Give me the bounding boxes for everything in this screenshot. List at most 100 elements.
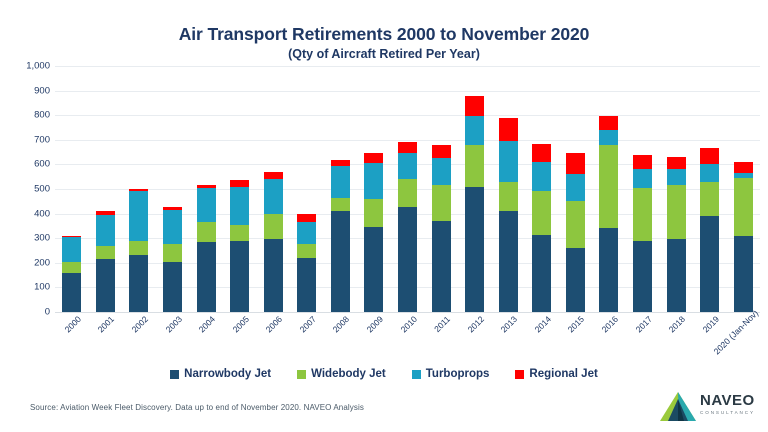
bar-segment-turboprops[interactable]	[465, 116, 485, 145]
stacked-bar[interactable]	[431, 144, 451, 312]
bar-segment-widebody-jet[interactable]	[666, 185, 686, 240]
bar-segment-regional-jet[interactable]	[599, 116, 619, 130]
bar-segment-turboprops[interactable]	[62, 236, 82, 262]
bar-segment-turboprops[interactable]	[330, 165, 350, 198]
stacked-bar[interactable]	[633, 154, 652, 312]
bar-segment-widebody-jet[interactable]	[163, 244, 182, 262]
bar-segment-narrowbody-jet[interactable]	[532, 234, 552, 312]
bar-segment-narrowbody-jet[interactable]	[263, 239, 283, 312]
bar-segment-regional-jet[interactable]	[230, 180, 250, 187]
bar-segment-narrowbody-jet[interactable]	[398, 207, 417, 312]
stacked-bar[interactable]	[398, 142, 417, 312]
bar-segment-widebody-jet[interactable]	[498, 181, 518, 212]
bar-segment-turboprops[interactable]	[364, 163, 384, 199]
bar-segment-regional-jet[interactable]	[532, 143, 552, 162]
bar-segment-widebody-jet[interactable]	[196, 222, 216, 242]
stacked-bar[interactable]	[263, 171, 283, 312]
bar-segment-regional-jet[interactable]	[633, 154, 652, 170]
bar-segment-turboprops[interactable]	[565, 174, 585, 202]
bar-segment-turboprops[interactable]	[431, 158, 451, 186]
bar-segment-widebody-jet[interactable]	[532, 191, 552, 235]
bar-segment-widebody-jet[interactable]	[733, 177, 753, 236]
bar-segment-widebody-jet[interactable]	[700, 181, 720, 217]
bar-segment-widebody-jet[interactable]	[129, 240, 149, 256]
bar-segment-narrowbody-jet[interactable]	[565, 248, 585, 312]
bar-segment-turboprops[interactable]	[532, 161, 552, 192]
stacked-bar[interactable]	[599, 116, 619, 312]
stacked-bar[interactable]	[666, 157, 686, 312]
bar-segment-turboprops[interactable]	[733, 173, 753, 178]
bar-segment-turboprops[interactable]	[599, 130, 619, 145]
bar-segment-narrowbody-jet[interactable]	[163, 261, 182, 312]
stacked-bar[interactable]	[364, 153, 384, 312]
bar-segment-widebody-jet[interactable]	[297, 244, 317, 258]
bar-segment-regional-jet[interactable]	[431, 144, 451, 159]
bar-segment-regional-jet[interactable]	[163, 207, 182, 210]
bar-segment-turboprops[interactable]	[666, 169, 686, 186]
stacked-bar[interactable]	[62, 235, 82, 312]
bar-segment-regional-jet[interactable]	[666, 157, 686, 170]
stacked-bar[interactable]	[532, 143, 552, 312]
bar-segment-narrowbody-jet[interactable]	[431, 220, 451, 312]
bar-segment-narrowbody-jet[interactable]	[364, 227, 384, 312]
stacked-bar[interactable]	[163, 207, 182, 312]
stacked-bar[interactable]	[95, 211, 115, 312]
bar-segment-widebody-jet[interactable]	[565, 201, 585, 249]
stacked-bar[interactable]	[230, 180, 250, 312]
bar-segment-regional-jet[interactable]	[364, 153, 384, 164]
bar-segment-turboprops[interactable]	[129, 191, 149, 241]
stacked-bar[interactable]	[700, 148, 720, 312]
legend-item[interactable]: Widebody Jet	[297, 368, 386, 380]
bar-segment-narrowbody-jet[interactable]	[129, 255, 149, 312]
bar-segment-narrowbody-jet[interactable]	[230, 240, 250, 312]
bar-segment-widebody-jet[interactable]	[398, 179, 417, 208]
bar-segment-turboprops[interactable]	[398, 153, 417, 180]
bar-segment-regional-jet[interactable]	[297, 213, 317, 223]
bar-segment-widebody-jet[interactable]	[62, 261, 82, 273]
bar-segment-narrowbody-jet[interactable]	[465, 186, 485, 312]
bar-segment-widebody-jet[interactable]	[633, 187, 652, 241]
stacked-bar[interactable]	[129, 189, 149, 312]
bar-segment-regional-jet[interactable]	[498, 117, 518, 142]
bar-segment-widebody-jet[interactable]	[330, 197, 350, 212]
bar-segment-regional-jet[interactable]	[330, 159, 350, 166]
bar-segment-narrowbody-jet[interactable]	[498, 211, 518, 312]
bar-segment-regional-jet[interactable]	[95, 211, 115, 215]
bar-segment-regional-jet[interactable]	[465, 95, 485, 117]
bar-segment-narrowbody-jet[interactable]	[700, 216, 720, 312]
bar-segment-regional-jet[interactable]	[398, 142, 417, 154]
bar-segment-narrowbody-jet[interactable]	[196, 241, 216, 312]
bar-segment-narrowbody-jet[interactable]	[633, 240, 652, 312]
bar-segment-regional-jet[interactable]	[129, 189, 149, 192]
bar-segment-turboprops[interactable]	[95, 214, 115, 246]
bar-segment-widebody-jet[interactable]	[95, 245, 115, 260]
bar-segment-widebody-jet[interactable]	[263, 213, 283, 240]
bar-segment-regional-jet[interactable]	[196, 185, 216, 188]
legend-item[interactable]: Turboprops	[411, 368, 489, 380]
bar-segment-narrowbody-jet[interactable]	[62, 272, 82, 312]
stacked-bar[interactable]	[465, 95, 485, 312]
bar-segment-narrowbody-jet[interactable]	[733, 235, 753, 312]
bar-segment-narrowbody-jet[interactable]	[330, 211, 350, 312]
bar-segment-narrowbody-jet[interactable]	[599, 228, 619, 312]
legend-item[interactable]: Narrowbody Jet	[170, 368, 271, 380]
bar-segment-widebody-jet[interactable]	[599, 144, 619, 229]
bar-segment-widebody-jet[interactable]	[431, 185, 451, 221]
stacked-bar[interactable]	[565, 153, 585, 312]
legend-item[interactable]: Regional Jet	[515, 368, 598, 380]
bar-segment-widebody-jet[interactable]	[230, 224, 250, 241]
bar-segment-narrowbody-jet[interactable]	[297, 257, 317, 312]
bar-segment-turboprops[interactable]	[263, 179, 283, 214]
bar-segment-turboprops[interactable]	[498, 141, 518, 182]
bar-segment-turboprops[interactable]	[163, 209, 182, 245]
stacked-bar[interactable]	[297, 213, 317, 312]
bar-segment-regional-jet[interactable]	[733, 161, 753, 174]
bar-segment-narrowbody-jet[interactable]	[95, 259, 115, 312]
bar-segment-narrowbody-jet[interactable]	[666, 239, 686, 312]
stacked-bar[interactable]	[330, 159, 350, 312]
bar-segment-turboprops[interactable]	[633, 169, 652, 188]
bar-segment-regional-jet[interactable]	[263, 171, 283, 180]
bar-segment-widebody-jet[interactable]	[364, 198, 384, 228]
bar-segment-regional-jet[interactable]	[565, 153, 585, 175]
bar-segment-widebody-jet[interactable]	[465, 144, 485, 187]
